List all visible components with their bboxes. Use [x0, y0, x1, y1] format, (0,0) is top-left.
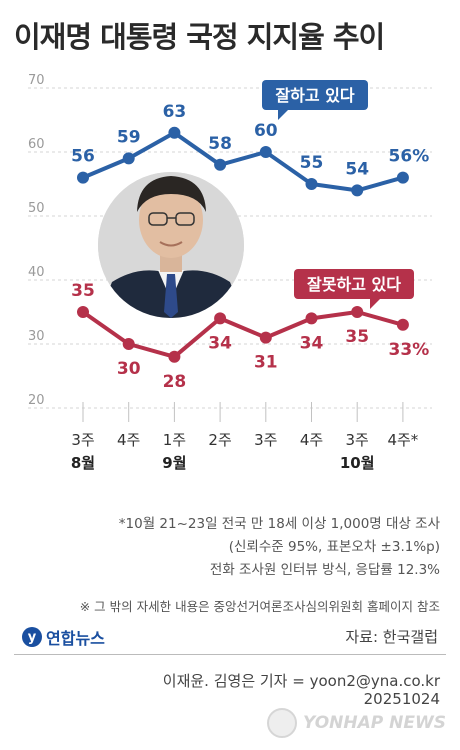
survey-notes: *10월 21~23일 전국 만 18세 이상 1,000명 대상 조사 (신뢰…: [119, 513, 440, 582]
data-point: [305, 178, 318, 190]
data-label: 34: [208, 333, 232, 353]
line-chart: 20 30 40 50 60 70 3주 4주 1주 2주 3주 4주 3주 4주* 8월 9월 10월 56…: [28, 73, 432, 472]
data-point: [259, 331, 272, 344]
data-label: 35: [345, 327, 369, 347]
data-label: 33%: [389, 340, 430, 360]
x-tick-label: 2주: [208, 431, 231, 449]
x-tick-label: 3주: [71, 431, 94, 449]
data-point: [168, 350, 181, 363]
data-label: 54: [345, 159, 369, 179]
publish-date: 20251024: [363, 690, 440, 708]
series-name-label: 잘하고 있다: [275, 86, 354, 105]
portrait-photo: [98, 172, 244, 318]
data-label: 31: [254, 353, 278, 373]
data-point: [122, 152, 135, 165]
y-tick-label: 60: [28, 137, 45, 152]
month-label: 10월: [340, 454, 375, 472]
callout-tail: [278, 110, 288, 120]
data-point: [77, 171, 89, 184]
data-label: 56%: [389, 147, 430, 167]
data-point: [214, 312, 227, 325]
data-point: [122, 338, 135, 350]
data-point: [214, 158, 227, 171]
data-point: [351, 306, 364, 318]
watermark-icon: [267, 708, 298, 738]
data-label: 59: [117, 127, 141, 147]
data-label: 28: [163, 372, 187, 392]
callout-bubble: [262, 80, 368, 110]
divider: [14, 654, 446, 655]
data-label: 58: [208, 134, 232, 154]
series-line: [81, 310, 404, 359]
callout-tail: [370, 299, 380, 309]
yonhap-logo: y 연합뉴스: [22, 625, 105, 649]
data-label: 34: [300, 333, 324, 353]
watermark-text: YONHAP NEWS: [303, 713, 446, 733]
x-tick-label: 4주: [117, 431, 140, 449]
data-point: [396, 318, 409, 331]
yonhap-logo-text: 연합뉴스: [46, 629, 105, 648]
x-axis-labels: 3주 4주 1주 2주 3주 4주 3주 4주* 8월 9월 10월: [71, 431, 419, 472]
data-label: 55: [300, 153, 324, 173]
data-point: [77, 306, 89, 318]
series-group: 56 59 63 58 60 55 54 56% 35 30 28 34 31 34 35 33%: [71, 102, 429, 392]
survey-note: 전화 조사원 인터뷰 방식, 응답률 12.3%: [209, 562, 440, 578]
yonhap-logo-icon: y: [22, 627, 42, 647]
survey-note: (신뢰수준 95%, 표본오차 ±3.1%p): [228, 539, 440, 555]
data-point: [396, 171, 409, 184]
callout-bubble: [294, 269, 414, 299]
x-tick-label: 3주: [254, 431, 277, 449]
data-source: 자료: 한국갤럽: [345, 628, 438, 646]
data-point: [168, 126, 181, 139]
x-tick-label: 3주: [346, 431, 369, 449]
data-label: 60: [254, 121, 278, 141]
y-tick-label: 50: [28, 201, 45, 216]
reporter-credit: 이재윤. 김영은 기자 = yoon2@yna.co.kr: [162, 672, 440, 690]
x-tick-label: 4주*: [387, 431, 418, 449]
month-label: 9월: [162, 454, 186, 472]
y-tick-label: 70: [28, 73, 45, 88]
data-point: [259, 146, 272, 158]
reference-note: ※ 그 밖의 자세한 내용은 중앙선거여론조사심의위원회 홈페이지 참조: [79, 599, 440, 614]
series-line: [82, 130, 404, 193]
x-tick-label: 1주: [163, 431, 186, 449]
series-name-label: 잘못하고 있다: [307, 275, 401, 294]
x-tick-label: 4주: [300, 431, 323, 449]
y-tick-label: 20: [28, 393, 45, 408]
data-point: [351, 184, 364, 197]
page-title: 이재명 대통령 국정 지지율 추이: [14, 20, 385, 54]
yonhap-watermark: YONHAP NEWS: [267, 708, 446, 738]
data-point: [305, 312, 318, 325]
survey-note: *10월 21~23일 전국 만 18세 이상 1,000명 대상 조사: [118, 516, 440, 532]
data-label: 35: [71, 281, 95, 301]
month-label: 8월: [71, 454, 95, 472]
data-label: 63: [163, 102, 187, 122]
y-tick-label: 40: [28, 265, 45, 280]
data-label: 30: [117, 359, 141, 379]
y-tick-label: 30: [28, 329, 45, 344]
data-label: 56: [71, 147, 95, 167]
